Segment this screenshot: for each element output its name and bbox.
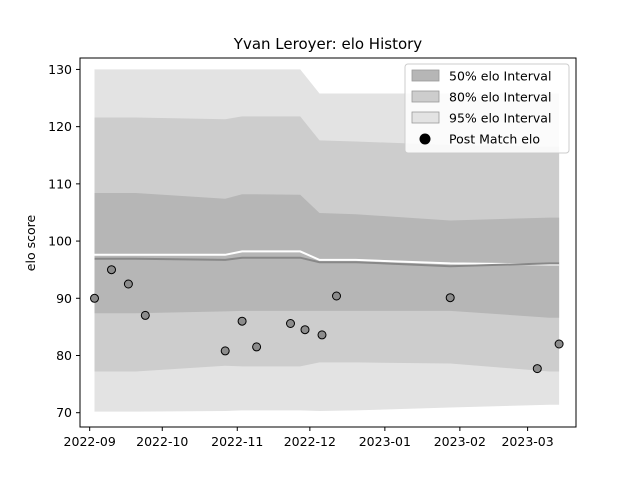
legend-label: 80% elo Interval	[449, 90, 551, 105]
post-match-point	[123, 279, 133, 289]
post-match-point	[252, 342, 262, 352]
x-axis: 2022-09 2022-10 2022-11 2022-12 2023-01 2023-…	[64, 427, 554, 449]
post-match-point	[140, 310, 150, 320]
band-2	[94, 193, 560, 318]
post-match-point	[107, 265, 116, 275]
x-tick-label: 2023-01	[359, 434, 411, 449]
plot-frame	[79, 57, 577, 428]
x-tick-label: 2023-03	[501, 434, 553, 449]
y-tick-label: 80	[56, 348, 72, 363]
y-axis: 70 80 90 100 110 120 130	[48, 62, 80, 420]
legend-marker	[419, 133, 431, 145]
legend-swatch	[411, 69, 440, 82]
x-tick-label: 2022-10	[136, 434, 188, 449]
post-match-point	[220, 346, 230, 356]
y-tick-label: 110	[48, 176, 72, 191]
legend-box	[404, 63, 570, 154]
x-tick-label: 2022-09	[64, 434, 116, 449]
mean-elo-line	[94, 256, 560, 268]
chart-title: Yvan Leroyer: elo History	[233, 35, 423, 53]
post-match-point	[445, 293, 455, 303]
y-tick-label: 90	[56, 291, 72, 306]
elo-lines	[94, 250, 560, 268]
legend-swatch	[411, 90, 440, 103]
post-match-point	[317, 330, 327, 340]
y-tick-label: 130	[48, 62, 72, 77]
post-match-points	[90, 265, 564, 374]
post-match-point	[532, 364, 542, 374]
legend-label: 50% elo Interval	[449, 69, 551, 84]
post-match-point	[554, 339, 564, 349]
interval-bands	[94, 69, 560, 412]
legend-swatch	[411, 111, 440, 124]
legend-label: 95% elo Interval	[449, 111, 551, 126]
y-tick-label: 70	[56, 405, 72, 420]
x-tick-label: 2022-12	[284, 434, 336, 449]
legend: 50% elo Interval 80% elo Interval 95% elo …	[404, 63, 570, 154]
y-tick-label: 100	[48, 234, 72, 249]
y-tick-label: 120	[48, 119, 72, 134]
post-match-point	[237, 316, 247, 326]
post-match-point	[286, 319, 295, 328]
post-match-point	[90, 293, 99, 303]
x-tick-label: 2022-11	[211, 434, 263, 449]
legend-label: Post Match elo	[449, 132, 540, 147]
x-tick-label: 2023-02	[434, 434, 486, 449]
post-match-point	[300, 325, 310, 335]
post-match-point	[332, 291, 341, 301]
y-axis-title: elo score	[23, 215, 38, 272]
